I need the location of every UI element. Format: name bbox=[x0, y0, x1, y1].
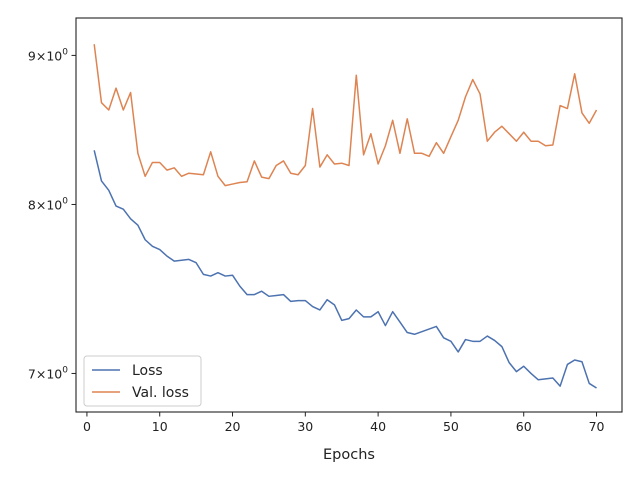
y-tick-label: 9×100 bbox=[28, 47, 68, 63]
legend-label-0: Loss bbox=[132, 363, 163, 379]
x-axis-ticks: 0 10 20 30 40 50 60 70 bbox=[83, 412, 605, 434]
x-tick-label: 40 bbox=[370, 419, 386, 434]
legend-label-1: Val. loss bbox=[132, 385, 189, 401]
series-line-0 bbox=[93, 150, 597, 389]
series-layer bbox=[93, 44, 598, 389]
plot-area-frame bbox=[75, 17, 623, 413]
x-tick-label: 0 bbox=[83, 419, 91, 434]
x-tick-label: 50 bbox=[443, 419, 459, 434]
x-axis-label: Epochs bbox=[323, 447, 375, 463]
x-tick-label: 20 bbox=[225, 419, 241, 434]
legend-box bbox=[83, 355, 202, 407]
x-tick-label: 30 bbox=[297, 419, 313, 434]
x-tick-label: 60 bbox=[516, 419, 532, 434]
x-tick-label: 70 bbox=[589, 419, 605, 434]
y-tick-label: 8×100 bbox=[28, 196, 68, 212]
x-tick-label: 10 bbox=[152, 419, 168, 434]
legend: Loss Val. loss bbox=[83, 355, 202, 407]
series-line-1 bbox=[93, 44, 598, 187]
y-tick-label: 7×100 bbox=[28, 365, 68, 381]
y-axis-ticks: 7×100 8×100 9×100 bbox=[28, 47, 76, 381]
